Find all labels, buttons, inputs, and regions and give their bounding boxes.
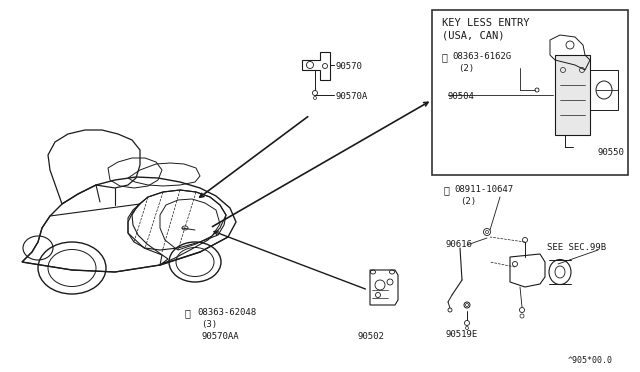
Text: SEE SEC.99B: SEE SEC.99B — [547, 243, 606, 252]
Bar — [555, 55, 590, 135]
Text: 90502: 90502 — [358, 332, 385, 341]
Text: 90519E: 90519E — [445, 330, 477, 339]
Text: Ⓢ: Ⓢ — [185, 308, 191, 318]
Text: (2): (2) — [460, 197, 476, 206]
Text: 90504: 90504 — [448, 92, 475, 101]
Bar — [590, 70, 618, 110]
Text: 90616: 90616 — [445, 240, 472, 249]
Text: 90550: 90550 — [598, 148, 625, 157]
Text: 08363-62048: 08363-62048 — [197, 308, 256, 317]
Bar — [432, 10, 628, 175]
Text: 90570AA: 90570AA — [201, 332, 239, 341]
Text: ^905*00.0: ^905*00.0 — [568, 356, 613, 365]
Text: 90570: 90570 — [336, 62, 363, 71]
Text: (3): (3) — [201, 320, 217, 329]
Text: KEY LESS ENTRY: KEY LESS ENTRY — [442, 18, 529, 28]
Text: (2): (2) — [458, 64, 474, 73]
Text: 08911-10647: 08911-10647 — [454, 185, 513, 194]
Text: 90570A: 90570A — [336, 92, 368, 101]
Text: 08363-6162G: 08363-6162G — [452, 52, 511, 61]
Text: Ⓝ: Ⓝ — [444, 185, 450, 195]
Text: Ⓢ: Ⓢ — [442, 52, 448, 62]
Text: (USA, CAN): (USA, CAN) — [442, 30, 504, 40]
